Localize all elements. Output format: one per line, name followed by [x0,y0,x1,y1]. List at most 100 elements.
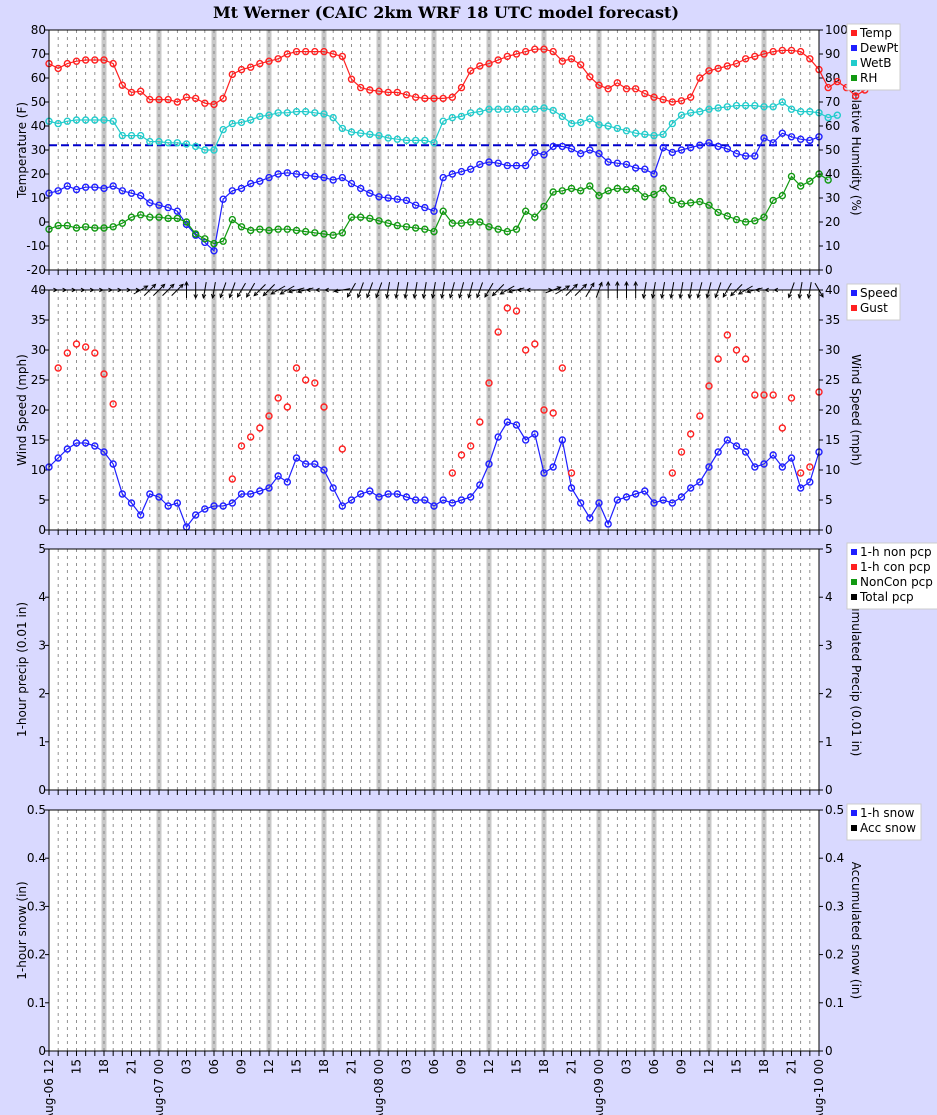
data-point-dewpt [127,189,136,197]
data-point-wetb [595,121,603,129]
wind-arrow-head [151,283,157,289]
data-point-rh [576,187,585,195]
data-point-speed [751,463,759,471]
legend-box [846,803,922,841]
wind-arrow-head [193,294,198,300]
data-point-dewpt [72,185,81,194]
data-point-gust [806,463,814,471]
data-point-speed [366,487,374,495]
data-point-dewpt [751,152,759,160]
wind-arrow-head [236,292,242,298]
data-point-dewpt [256,177,264,185]
data-point-gust [228,475,237,483]
data-point-dewpt [136,191,145,200]
wind-arrow-head [403,293,408,299]
wind-arrow-head [499,290,505,295]
y-tick-label-left: 0 [38,523,46,537]
data-point-wetb [375,131,383,140]
panel-1: -20-100102030405060708001020304050607080… [15,23,901,277]
data-point-dewpt [448,170,457,178]
data-point-temp [219,94,227,103]
data-point-temp [714,64,722,73]
data-point-speed [301,460,310,468]
data-point-wetb [778,98,787,106]
data-point-speed [100,448,108,456]
y-tick-label-right: 0.3 [825,899,844,913]
data-point-dewpt [421,203,429,212]
data-point-wetb [109,117,117,125]
data-point-wetb [723,103,732,111]
data-point-rh [356,213,365,221]
y-tick-label-left: 0 [38,215,46,229]
data-point-speed [769,451,777,459]
data-point-gust [751,391,759,399]
y-axis-label-right: Wind Speed (mph) [849,354,863,466]
panel-2: 0 5 10 15 20 25 30 35 40 0 5 10 15 20 25 30 35 40 Wind Spe… [15,280,901,537]
data-point-temp [393,88,402,97]
data-point-temp [439,94,447,103]
data-point-wetb [549,106,557,115]
x-tick-label: 18 [97,1059,111,1074]
data-point-rh [54,221,62,230]
y-axis-label-right: Accumulated snow (in) [849,862,863,999]
data-point-gust [723,331,732,339]
data-point-wetb [54,119,62,128]
data-point-speed [421,496,429,504]
y-tick-label-right: 10 [825,239,840,253]
wind-arrow-head [385,293,390,299]
data-point-temp [63,59,72,68]
data-point-gust [705,382,713,390]
wind-arrow-head [270,290,276,295]
data-point-rh [457,219,466,227]
data-point-temp [833,77,842,86]
data-point-wetb [164,139,172,147]
legend-swatch [851,564,857,570]
data-point-speed [476,481,484,489]
y-tick-label-right: 35 [825,313,840,327]
data-point-rh [191,230,200,238]
data-point-rh [256,225,264,233]
data-point-temp [760,50,768,58]
data-point-wetb [393,135,402,143]
data-point-dewpt [320,173,328,182]
data-point-speed [402,493,411,501]
data-point-temp [201,99,209,107]
data-point-dewpt [246,179,255,188]
data-point-wetb [63,117,72,125]
wind-arrow-head [598,281,603,287]
legend-box [846,542,937,610]
wind-arrow-head [730,291,735,297]
legend-entry: Speed [860,286,898,300]
data-point-speed [705,463,713,471]
data-point-speed [787,454,796,462]
y-tick-label-right: 0 [825,263,833,277]
data-point-speed [201,505,209,513]
data-point-dewpt [356,184,365,193]
data-point-rh [136,211,145,219]
data-point-temp [173,98,182,106]
y-tick-label-right: 15 [825,433,840,447]
data-point-rh [393,221,402,230]
data-point-dewpt [81,183,90,191]
data-point-gust [503,304,512,312]
data-point-rh [696,197,704,206]
series-line-rh [48,173,829,245]
data-point-wetb [567,119,576,128]
y-axis-label-left: 1-hour precip (0.01 in) [15,602,29,737]
data-point-gust [311,379,319,387]
wind-arrow-head [346,292,352,298]
wind-arrow-head [201,293,207,299]
data-point-gust [292,364,301,372]
data-point-speed [576,499,585,507]
data-point-speed [265,484,273,492]
data-point-rh [375,217,383,225]
data-point-wetb [311,109,319,117]
data-point-rh [558,187,567,195]
data-point-wetb [402,136,411,145]
data-point-wetb [173,139,182,147]
x-tick-label: 06 [647,1059,661,1074]
y-tick-label-right: 10 [825,463,840,477]
wind-arrow-head [687,293,693,299]
